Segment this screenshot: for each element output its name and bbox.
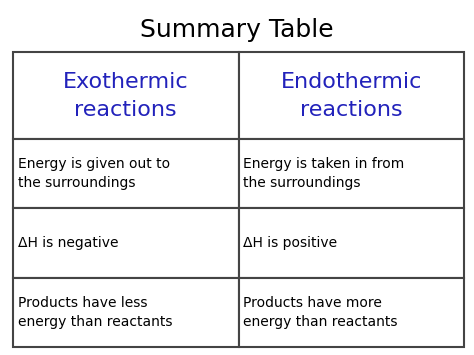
Bar bbox=[238, 52, 464, 139]
Text: Exothermic
reactions: Exothermic reactions bbox=[63, 71, 189, 120]
Text: Energy is given out to
the surroundings: Energy is given out to the surroundings bbox=[18, 158, 170, 190]
Bar bbox=[13, 52, 238, 139]
Bar bbox=[13, 139, 238, 208]
Text: ΔH is positive: ΔH is positive bbox=[244, 236, 337, 250]
Text: ΔH is negative: ΔH is negative bbox=[18, 236, 118, 250]
Bar bbox=[238, 139, 464, 208]
Bar bbox=[13, 208, 238, 278]
Bar bbox=[238, 278, 464, 347]
Text: Energy is taken in from
the surroundings: Energy is taken in from the surroundings bbox=[244, 158, 405, 190]
Text: Endothermic
reactions: Endothermic reactions bbox=[281, 71, 422, 120]
Bar bbox=[13, 278, 238, 347]
Bar bbox=[238, 208, 464, 278]
Text: Products have more
energy than reactants: Products have more energy than reactants bbox=[244, 296, 398, 328]
Text: Summary Table: Summary Table bbox=[140, 18, 334, 42]
Text: Products have less
energy than reactants: Products have less energy than reactants bbox=[18, 296, 173, 328]
